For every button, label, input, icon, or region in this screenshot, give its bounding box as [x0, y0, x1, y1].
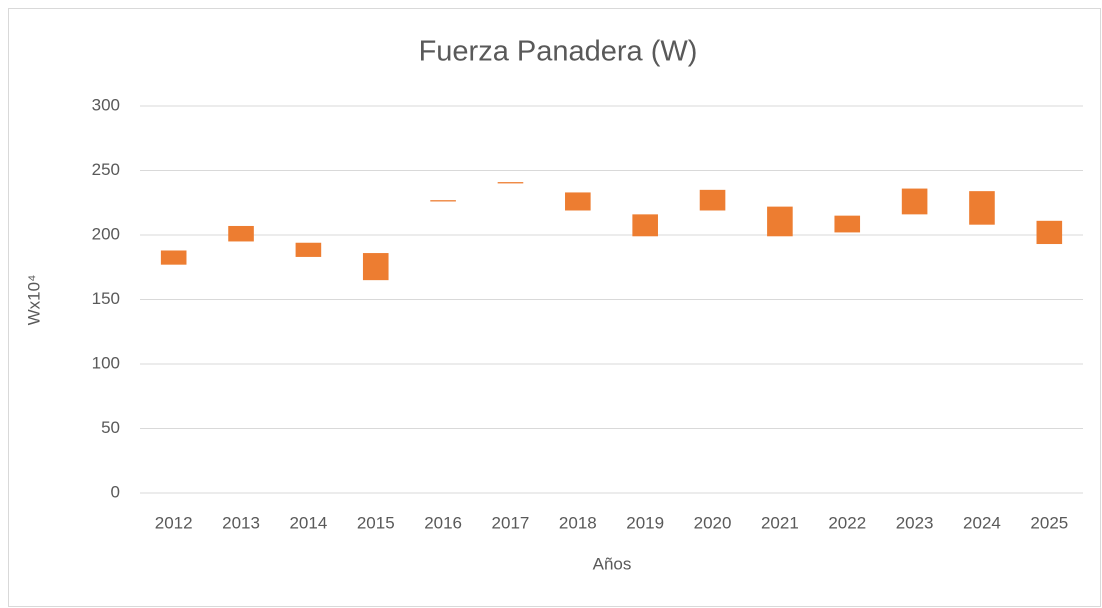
y-tick-label: 100	[92, 353, 120, 372]
bar	[228, 225, 254, 242]
bar	[699, 189, 726, 211]
x-tick-label: 2018	[559, 513, 597, 532]
x-tick-label: 2017	[492, 513, 530, 532]
bar	[901, 188, 928, 215]
chart-title: Fuerza Panadera (W)	[419, 36, 698, 68]
y-tick-label: 250	[92, 160, 120, 179]
x-tick-label: 2013	[222, 513, 260, 532]
x-tick-label: 2014	[289, 513, 327, 532]
x-tick-label: 2019	[626, 513, 664, 532]
bar	[430, 200, 456, 202]
x-axis-title: Años	[593, 554, 632, 573]
bar	[160, 250, 187, 265]
y-axis-title: Wx10⁴	[24, 275, 43, 326]
y-tick-label: 50	[101, 418, 120, 437]
bar	[362, 253, 389, 281]
bar	[632, 214, 658, 237]
x-tick-label: 2022	[828, 513, 866, 532]
x-tick-label: 2015	[357, 513, 395, 532]
bar	[295, 242, 322, 257]
y-tick-label: 150	[92, 289, 120, 308]
x-tick-label: 2023	[896, 513, 934, 532]
bar	[969, 191, 995, 225]
bar	[834, 215, 861, 233]
bar	[565, 192, 591, 211]
y-tick-label: 200	[92, 224, 120, 243]
y-tick-label: 0	[111, 482, 120, 501]
bar	[767, 206, 793, 237]
x-tick-label: 2021	[761, 513, 799, 532]
chart-frame	[8, 8, 1101, 607]
x-tick-label: 2012	[155, 513, 193, 532]
x-tick-label: 2016	[424, 513, 462, 532]
x-tick-label: 2020	[694, 513, 732, 532]
y-tick-label: 300	[92, 95, 120, 114]
x-tick-label: 2024	[963, 513, 1001, 532]
bar	[497, 182, 524, 184]
bar	[1036, 220, 1063, 245]
x-tick-label: 2025	[1030, 513, 1068, 532]
